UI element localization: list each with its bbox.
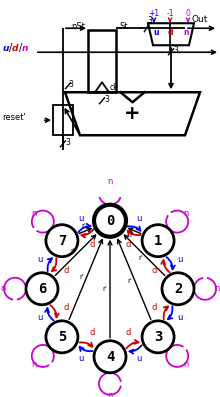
Text: n: n — [214, 284, 220, 293]
Text: 5: 5 — [58, 330, 66, 344]
Text: u: u — [2, 44, 8, 53]
Text: 0: 0 — [106, 214, 114, 228]
Text: d: d — [89, 240, 94, 249]
Circle shape — [142, 225, 174, 257]
Text: 3: 3 — [104, 95, 109, 104]
Circle shape — [94, 205, 126, 237]
Text: -1: -1 — [166, 9, 174, 18]
Text: d: d — [126, 328, 131, 337]
Text: 3: 3 — [147, 16, 152, 25]
Text: Out: Out — [192, 15, 208, 24]
Text: u: u — [178, 313, 183, 322]
Text: 0: 0 — [185, 9, 191, 18]
Text: St: St — [119, 22, 128, 31]
Text: /: / — [9, 43, 12, 53]
Text: n: n — [22, 44, 28, 53]
Text: /: / — [19, 43, 22, 53]
Text: u: u — [37, 255, 42, 264]
Text: n: n — [0, 284, 6, 293]
Text: d: d — [151, 303, 157, 312]
Text: d: d — [63, 266, 69, 275]
Text: 3: 3 — [154, 330, 162, 344]
Text: r': r' — [82, 223, 86, 229]
Text: u: u — [136, 214, 142, 223]
Text: u: u — [178, 255, 183, 264]
Text: r': r' — [127, 278, 132, 284]
Text: u: u — [78, 214, 84, 223]
Text: 7: 7 — [58, 234, 66, 248]
Text: n: n — [32, 360, 37, 369]
Text: 3: 3 — [173, 46, 178, 55]
Text: d: d — [151, 266, 157, 275]
Text: d: d — [167, 28, 173, 37]
Text: u: u — [78, 355, 84, 363]
Text: n: n — [107, 177, 113, 186]
Text: u: u — [153, 28, 159, 37]
Text: +: + — [124, 104, 141, 123]
Text: u: u — [37, 313, 42, 322]
Text: 3: 3 — [68, 80, 73, 89]
Text: r': r' — [79, 274, 84, 280]
Circle shape — [94, 341, 126, 373]
Text: r': r' — [138, 255, 143, 261]
Circle shape — [162, 273, 194, 305]
Text: d: d — [89, 328, 94, 337]
Text: ck: ck — [110, 83, 119, 92]
Text: d: d — [12, 44, 18, 53]
Circle shape — [142, 321, 174, 353]
Text: r': r' — [130, 232, 134, 238]
Text: 2: 2 — [174, 282, 182, 296]
Text: 6: 6 — [38, 282, 46, 296]
Text: nSt: nSt — [71, 22, 85, 31]
Bar — [53, 105, 73, 135]
Text: d: d — [63, 303, 69, 312]
Text: u: u — [136, 355, 142, 363]
Text: n: n — [183, 28, 189, 37]
Bar — [88, 30, 116, 92]
Circle shape — [46, 321, 78, 353]
Text: 1: 1 — [154, 234, 162, 248]
Text: 3: 3 — [65, 138, 70, 147]
Text: n: n — [183, 208, 188, 218]
Text: r': r' — [70, 248, 75, 254]
Text: n: n — [183, 360, 188, 369]
Text: d: d — [126, 240, 131, 249]
Text: n: n — [32, 208, 37, 218]
Circle shape — [46, 225, 78, 257]
Text: reset': reset' — [2, 113, 26, 122]
Circle shape — [26, 273, 58, 305]
Text: n: n — [107, 391, 113, 397]
Text: +1: +1 — [148, 9, 160, 18]
Text: r': r' — [103, 286, 107, 292]
Text: 4: 4 — [106, 350, 114, 364]
